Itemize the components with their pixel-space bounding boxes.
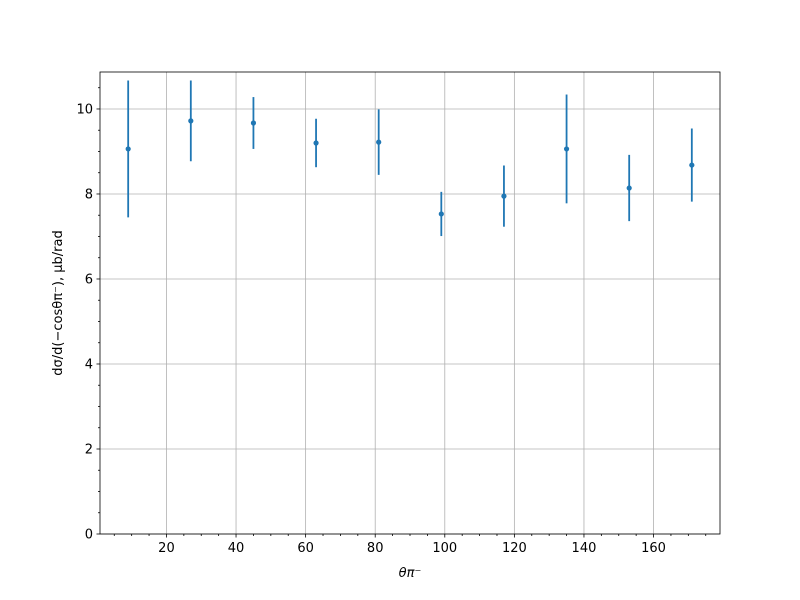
x-axis-label: θπ⁻ (399, 566, 422, 581)
x-tick-label: 140 (572, 541, 597, 556)
y-tick-label: 2 (85, 442, 93, 457)
data-point (501, 193, 507, 199)
x-tick-label: 80 (367, 541, 384, 556)
x-tick-label: 60 (297, 541, 314, 556)
x-tick-label: 100 (432, 541, 457, 556)
y-tick-label: 0 (85, 528, 93, 543)
data-point (250, 120, 257, 126)
x-tick-label: 160 (641, 541, 666, 556)
data-point (376, 139, 382, 145)
data-point (626, 185, 632, 191)
data-point (438, 211, 444, 217)
data-point (188, 118, 194, 124)
plot-area (125, 80, 695, 237)
x-tick-label: 120 (502, 541, 527, 556)
y-tick-label: 4 (85, 357, 93, 372)
x-tick-label: 40 (228, 541, 245, 556)
y-axis-label: dσ/d(−cosθπ⁻), μb/rad (51, 230, 66, 375)
data-point (689, 162, 695, 168)
data-point (563, 146, 570, 152)
data-point (125, 146, 131, 152)
y-tick-label: 8 (85, 187, 93, 202)
x-tick-label: 20 (158, 541, 175, 556)
y-tick-label: 10 (76, 102, 93, 117)
y-tick-label: 6 (85, 272, 93, 287)
grid (100, 72, 720, 535)
data-point (313, 140, 319, 146)
